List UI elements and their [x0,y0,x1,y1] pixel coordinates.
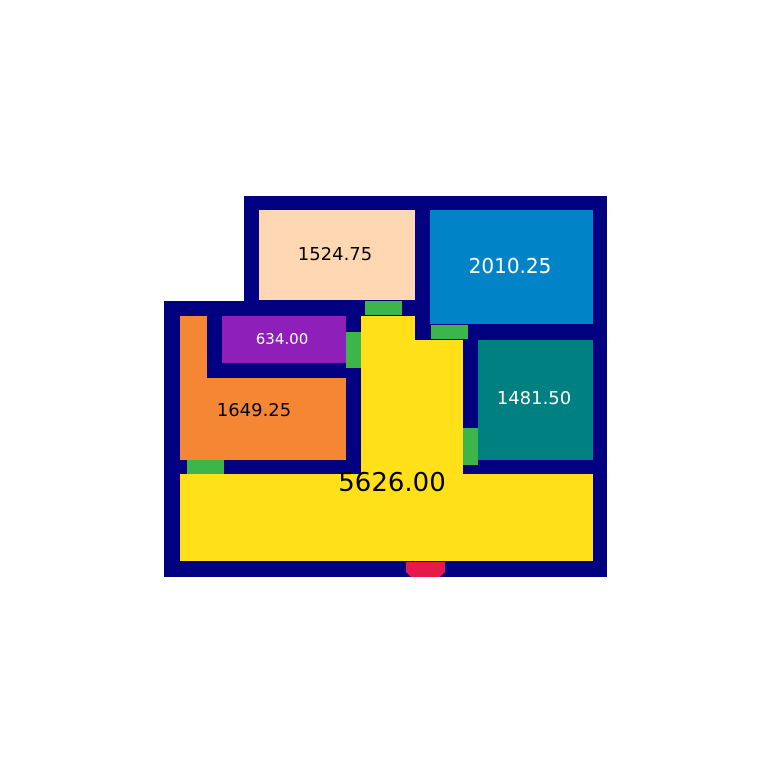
room-labels: 5626.00 1524.75 2010.25 1481.50 634.00 1… [217,244,571,498]
entrance-door [406,562,445,577]
area-label-bath: 634.00 [256,330,309,348]
room-bedroom-top [259,210,415,300]
area-label-bedroom-right: 1481.50 [497,388,571,409]
area-label-kitchen: 1649.25 [217,400,291,421]
door-bedroom-right-top [431,325,468,339]
door-kitchen [187,460,224,474]
doors [187,301,478,474]
area-label-bedroom-top: 1524.75 [298,244,372,265]
door-bath [346,332,361,368]
room-bath [222,316,346,363]
area-label-living: 5626.00 [338,468,446,498]
room-kitchen [180,316,346,460]
room-living [180,316,593,561]
area-label-bedroom-right-top: 2010.25 [469,254,552,278]
door-bedroom-right [463,428,478,465]
room-bedroom-right-top [430,210,593,324]
door-bedroom-top [365,301,402,315]
rooms [180,210,593,561]
room-bedroom-right [478,340,593,460]
